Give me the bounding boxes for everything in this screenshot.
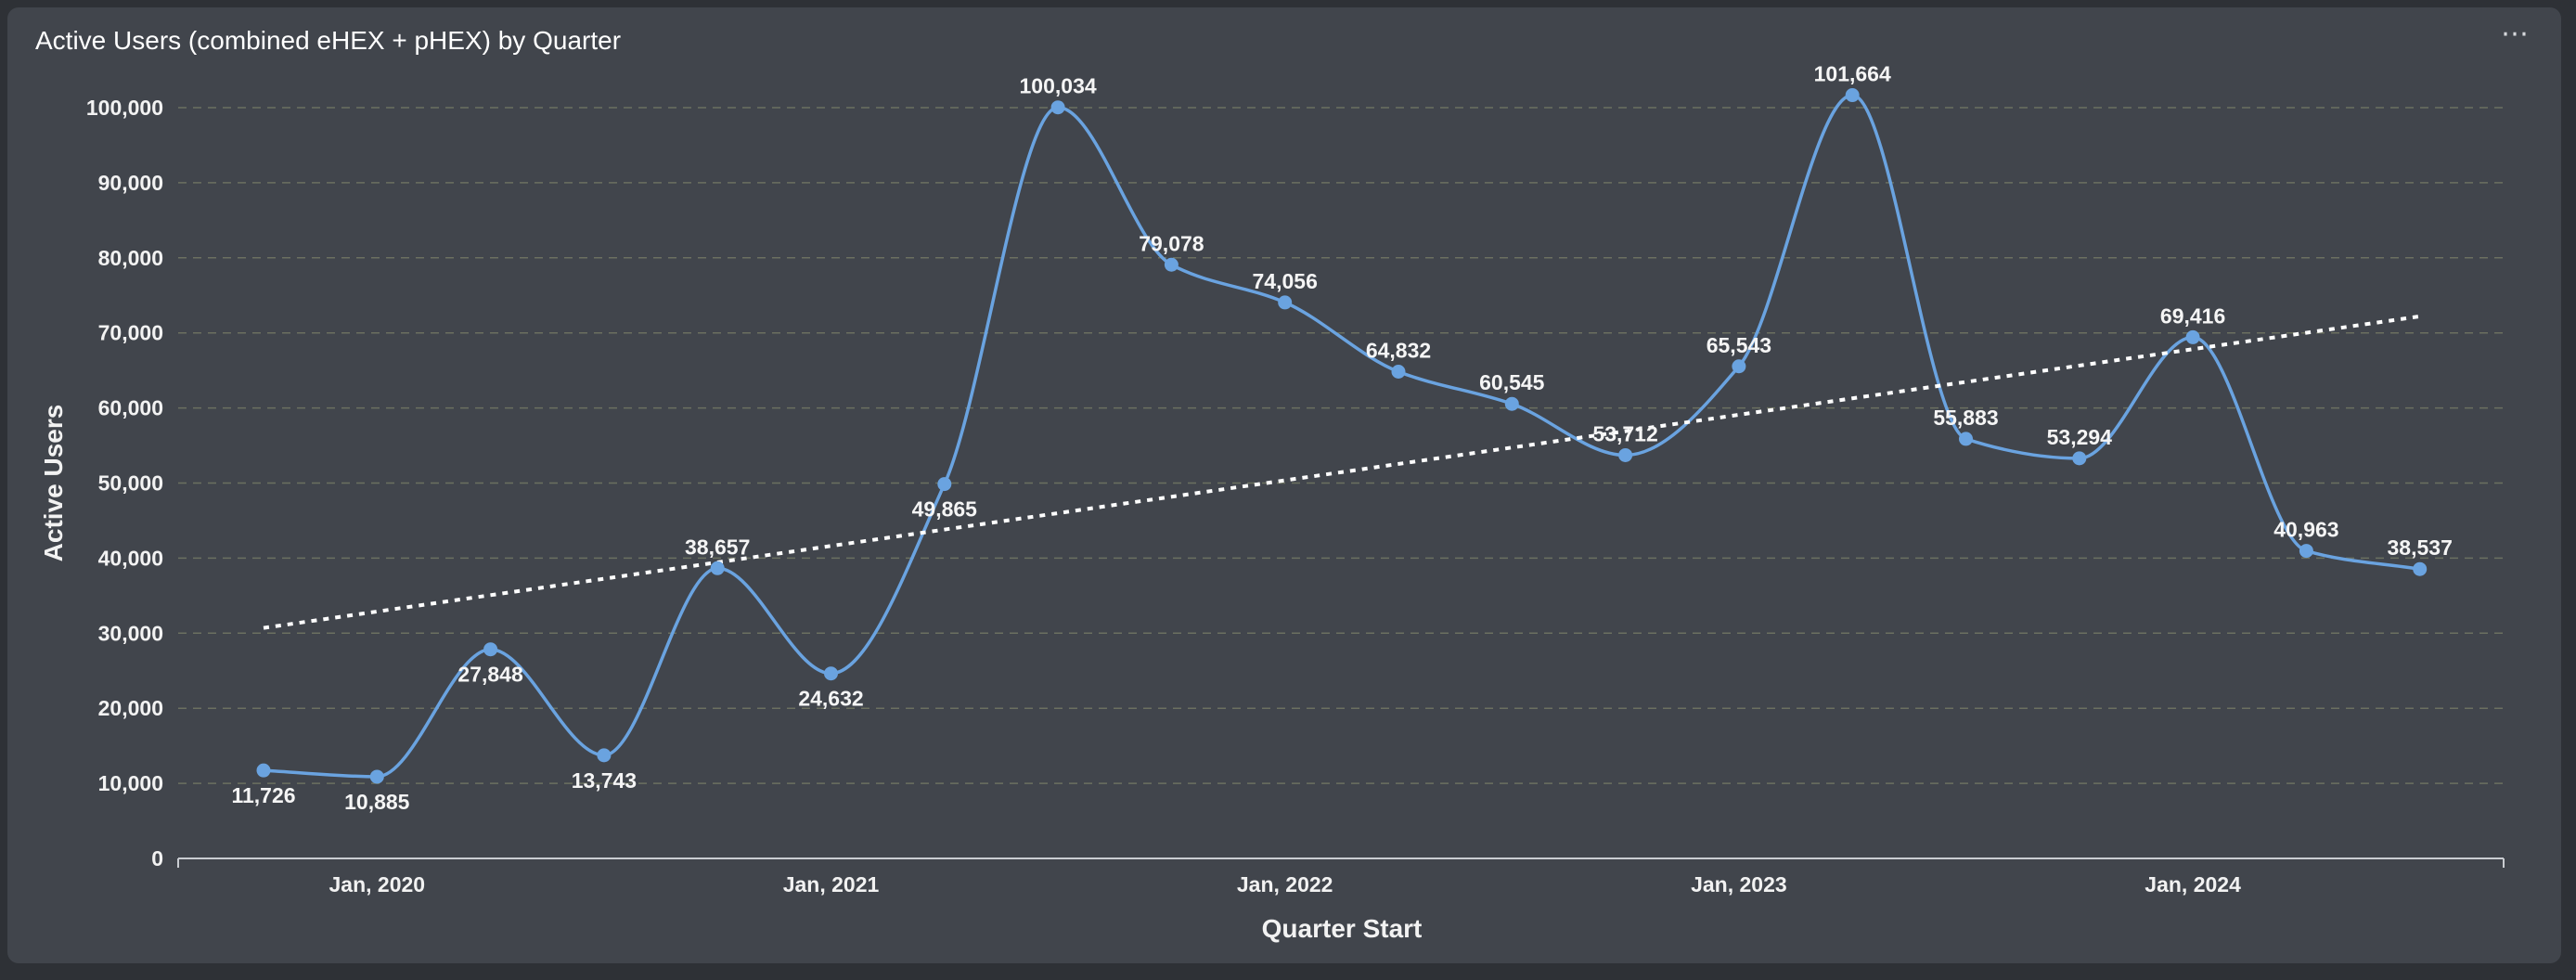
y-tick-label: 80,000 xyxy=(98,246,163,270)
data-point xyxy=(937,477,952,492)
data-label: 24,632 xyxy=(798,687,863,711)
data-point xyxy=(1391,365,1406,380)
data-point xyxy=(1959,432,1973,446)
y-axis-title: Active Users xyxy=(39,405,68,562)
y-tick-label: 50,000 xyxy=(98,471,163,496)
ellipsis-icon: ⋯ xyxy=(2501,18,2529,50)
y-tick-label: 0 xyxy=(151,846,163,870)
data-point xyxy=(1050,100,1065,115)
data-point xyxy=(2072,451,2087,466)
data-label: 65,543 xyxy=(1707,333,1771,357)
data-label: 10,885 xyxy=(344,790,410,814)
data-point xyxy=(1845,88,1860,103)
x-tick-label: Jan, 2024 xyxy=(2145,872,2241,896)
data-point xyxy=(2185,329,2200,344)
y-tick-label: 20,000 xyxy=(98,696,163,720)
data-label: 55,883 xyxy=(1933,406,1998,430)
y-tick-label: 30,000 xyxy=(98,621,163,645)
data-point xyxy=(2413,561,2428,576)
data-label: 74,056 xyxy=(1253,269,1318,293)
data-label: 100,034 xyxy=(1020,74,1097,98)
y-tick-label: 10,000 xyxy=(98,771,163,795)
data-label: 53,712 xyxy=(1592,421,1657,445)
x-tick-label: Jan, 2020 xyxy=(329,872,426,896)
data-label: 38,657 xyxy=(685,535,750,559)
data-point xyxy=(1618,447,1633,462)
x-tick-label: Jan, 2022 xyxy=(1237,872,1333,896)
y-tick-label: 70,000 xyxy=(98,321,163,345)
y-gridlines xyxy=(178,107,2504,784)
data-label: 79,078 xyxy=(1139,231,1204,255)
data-label: 101,664 xyxy=(1814,62,1891,86)
chart-title: Active Users (combined eHEX + pHEX) by Q… xyxy=(35,26,622,55)
data-point xyxy=(1278,295,1293,310)
data-label: 53,294 xyxy=(2047,425,2113,449)
data-label: 13,743 xyxy=(572,768,637,793)
x-axis-title: Quarter Start xyxy=(1262,914,1423,943)
data-point xyxy=(369,769,384,784)
data-point xyxy=(1504,396,1519,411)
data-label: 38,537 xyxy=(2388,535,2453,560)
chart-card: Active Users (combined eHEX + pHEX) by Q… xyxy=(7,7,2561,963)
data-label: 27,848 xyxy=(457,663,523,687)
more-options-button[interactable]: ⋯ xyxy=(2496,20,2533,52)
data-point xyxy=(1732,359,1746,374)
data-label: 49,865 xyxy=(912,497,978,522)
data-point xyxy=(483,642,498,657)
data-label: 60,545 xyxy=(1479,370,1545,394)
data-label: 64,832 xyxy=(1366,339,1431,363)
y-tick-label: 100,000 xyxy=(86,96,163,120)
x-tick-label: Jan, 2023 xyxy=(1691,872,1787,896)
series-line xyxy=(263,93,2420,779)
data-point xyxy=(597,748,612,763)
data-label: 40,963 xyxy=(2273,518,2338,542)
data-point xyxy=(256,763,271,778)
data-point xyxy=(824,666,838,681)
data-label: 11,726 xyxy=(231,783,295,807)
y-tick-label: 40,000 xyxy=(98,546,163,570)
data-point xyxy=(2299,544,2313,559)
data-point xyxy=(1164,257,1179,272)
y-tick-label: 90,000 xyxy=(98,171,163,195)
trend-line xyxy=(263,314,2420,630)
data-label: 69,416 xyxy=(2160,303,2225,328)
data-point xyxy=(710,561,725,575)
y-tick-label: 60,000 xyxy=(98,396,163,420)
x-tick-label: Jan, 2021 xyxy=(783,872,880,896)
